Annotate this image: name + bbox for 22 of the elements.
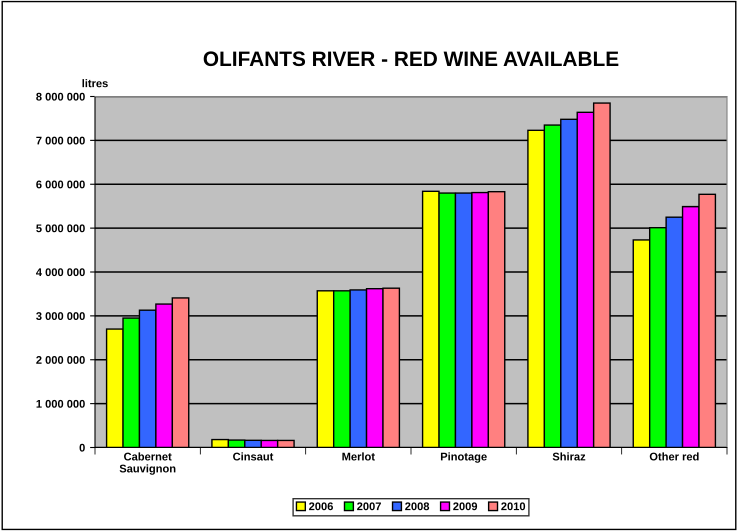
legend-label: 2009 bbox=[453, 502, 478, 510]
y-tick-label: 3 000 000 bbox=[36, 312, 85, 320]
y-tick-label: 8 000 000 bbox=[36, 92, 85, 101]
legend-label: 2006 bbox=[309, 502, 333, 510]
legend-label: 2010 bbox=[501, 502, 526, 510]
y-tick-label: 0 bbox=[80, 444, 85, 452]
y-tick-label: 7 000 000 bbox=[36, 136, 85, 145]
x-tick-label: Cinsaut bbox=[233, 452, 274, 461]
x-tick-label: Pinotage bbox=[440, 452, 487, 463]
legend-label: 2008 bbox=[405, 502, 430, 510]
y-tick-label: 6 000 000 bbox=[36, 180, 85, 188]
y-tick-label: 2 000 000 bbox=[36, 356, 85, 364]
y-tick-label: 1 000 000 bbox=[36, 400, 85, 408]
y-tick-label: 4 000 000 bbox=[36, 268, 85, 276]
y-axis-title: litres bbox=[82, 79, 108, 88]
chart-title: OLIFANTS RIVER - RED WINE AVAILABLE bbox=[204, 51, 618, 66]
x-tick-label: Shiraz bbox=[552, 452, 586, 461]
x-tick-label: Cabernet Sauvignon bbox=[120, 452, 176, 475]
legend-label: 2007 bbox=[357, 502, 381, 510]
x-tick-label: Merlot bbox=[342, 452, 375, 461]
x-tick-label: Other red bbox=[650, 452, 699, 461]
y-tick-label: 5 000 000 bbox=[36, 224, 85, 232]
